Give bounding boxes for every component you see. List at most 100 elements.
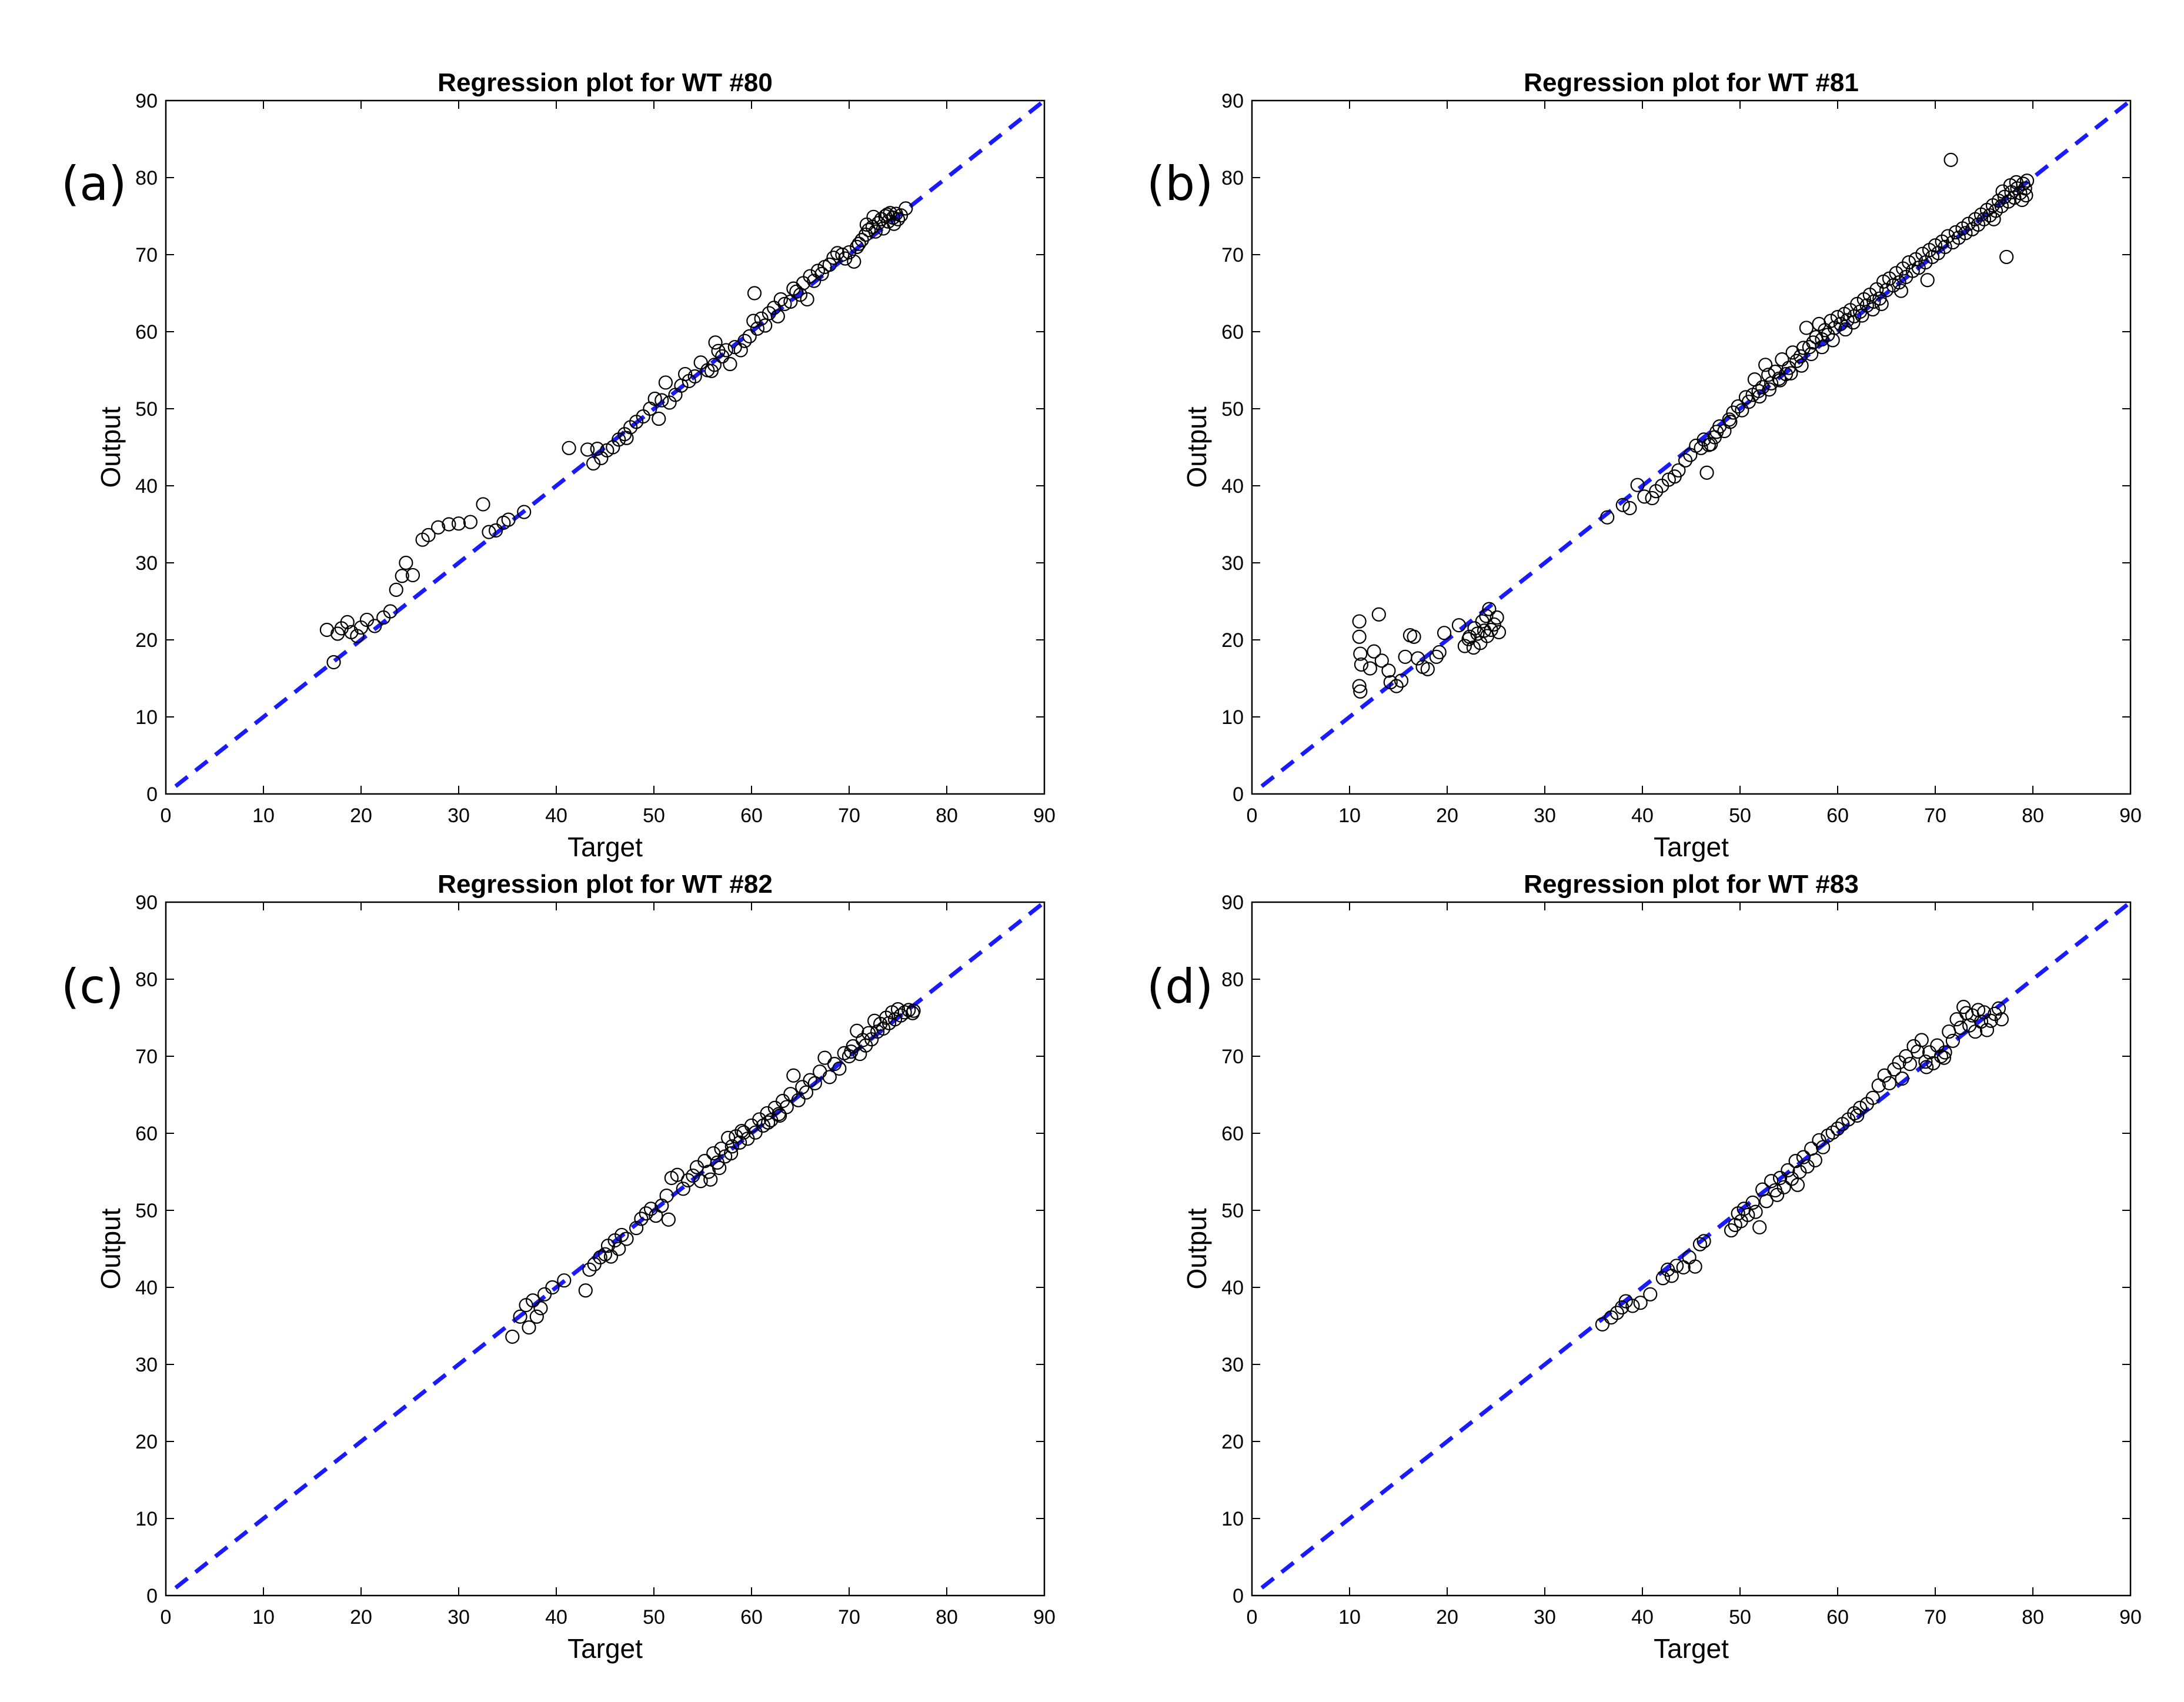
panel-c-ytick-label: 90 — [135, 892, 158, 914]
panel-b-data-point — [1762, 382, 1776, 397]
panel-d-data-point — [1983, 1013, 1998, 1028]
panel-d-ytick-label: 30 — [1221, 1354, 1244, 1376]
panel-c-xlabel: Target — [567, 1633, 643, 1664]
panel-c-data-point — [513, 1309, 527, 1324]
panel-a-data-point — [754, 311, 769, 326]
panel-c-ytick-label: 0 — [146, 1585, 158, 1607]
panel-b-data-point — [1352, 679, 1367, 693]
panel-d-ytick-label: 10 — [1221, 1508, 1244, 1530]
panel-c-xtick-label: 70 — [838, 1606, 860, 1628]
panel-b-xtick-label: 90 — [2119, 805, 2142, 827]
panel-a-data-point — [859, 217, 874, 232]
panel-a-data-point — [822, 257, 837, 272]
panel-a-title: Regression plot for WT #80 — [438, 68, 773, 97]
panel-a-data-point — [517, 505, 532, 519]
panel-c-data-point — [639, 1206, 653, 1221]
panel-d-data-point — [1745, 1195, 1760, 1210]
panel-b-data-point — [1699, 465, 1714, 480]
panel-a-xtick-label: 10 — [252, 805, 275, 827]
panel-b-data-point — [1482, 602, 1497, 616]
panel-c-data-point — [893, 1008, 909, 1023]
panel-b-data-point — [1799, 321, 1814, 335]
panel-a-xtick-label: 60 — [740, 805, 763, 827]
panel-a-xtick-label: 0 — [161, 805, 172, 827]
panel-c-data-point — [779, 1100, 794, 1114]
panel-d-data-point — [1882, 1076, 1897, 1090]
panel-c-data-point — [557, 1273, 572, 1288]
panel-b-xlabel: Target — [1654, 832, 1729, 862]
panel-b-data-point — [1354, 657, 1369, 672]
panel-c-data-point — [526, 1293, 540, 1308]
panel-b-data-point — [2019, 173, 2035, 188]
panel-c-data-point — [634, 1212, 649, 1226]
panel-d-data-point — [1979, 1023, 1995, 1037]
panel-a-ytick-label: 70 — [135, 244, 158, 266]
panel-b-data-point — [1622, 500, 1637, 516]
panel-a-ytick-label: 40 — [135, 475, 158, 498]
panel-a-xlabel: Target — [567, 832, 643, 862]
panel-c-xtick-label: 10 — [252, 1606, 275, 1628]
panel-a-data-point — [488, 523, 503, 538]
panel-b-ylabel: Output — [1181, 406, 1212, 488]
panel-c-data-point — [832, 1061, 847, 1076]
panel-a-data-point — [868, 224, 883, 239]
panel-a-ytick-label: 0 — [146, 783, 158, 806]
panel-a-data-point — [654, 393, 669, 408]
panel-c-data-point — [629, 1221, 644, 1236]
panel-a-ytick-label: 80 — [135, 167, 158, 189]
panel-a-data-point — [431, 520, 446, 535]
panel-d-xtick-label: 40 — [1631, 1606, 1654, 1628]
panel-d-data-point — [1933, 1049, 1949, 1064]
panel-c-data-point — [505, 1329, 520, 1344]
panel-c-data-point — [659, 1189, 674, 1203]
panel-a-data-point — [399, 555, 413, 570]
panel-b-data-point — [1768, 365, 1782, 379]
panel-b-xtick-label: 80 — [2022, 805, 2044, 827]
panel-b-xtick-label: 70 — [1924, 805, 1946, 827]
panel-a-data-point — [723, 356, 737, 372]
panel-d-data-point — [1625, 1299, 1640, 1313]
panel-c-data-point — [693, 1174, 708, 1189]
panel-c-data-point — [529, 1309, 544, 1324]
panel-a-data-point — [658, 375, 673, 390]
panel-d-data-point — [1748, 1204, 1763, 1219]
panel-b-data-point — [1943, 152, 1958, 167]
panel-a-data-point — [826, 251, 841, 265]
panel-b-data-point — [1784, 366, 1798, 381]
panel-d-data-point — [1769, 1187, 1785, 1202]
panel-b-xtick-label: 50 — [1729, 805, 1751, 827]
panel-c-xtick-label: 20 — [350, 1606, 372, 1628]
panel-d-data-point — [1692, 1237, 1708, 1252]
panel-c-ytick-label: 30 — [135, 1354, 158, 1376]
panel-a-data-point — [847, 254, 861, 269]
panel-c-data-point — [724, 1146, 739, 1161]
panel-b-data-point — [1986, 212, 2001, 226]
panel-d-data-point — [1914, 1033, 1929, 1047]
panel-c-data-point — [732, 1135, 747, 1150]
panel-d-xtick-label: 10 — [1338, 1606, 1361, 1628]
panel-a-data-point — [395, 569, 409, 583]
panel-b-xtick-label: 30 — [1534, 805, 1556, 827]
panel-b-data-point — [1894, 283, 1908, 298]
panel-a-data-point — [405, 568, 420, 583]
panels-layer: (a) Regression plot for WT #80 0 10 20 30 40 50… — [61, 68, 2142, 1664]
panel-b-data-point — [1958, 226, 1973, 241]
panel-b-data-point — [1490, 610, 1504, 625]
panel-b-data-point — [1451, 618, 1467, 633]
panel-c-data-point — [761, 1115, 776, 1130]
panel-b-data-point — [1995, 184, 2010, 199]
panel-b-ytick-label: 80 — [1221, 167, 1244, 189]
panel-c-data-point — [712, 1160, 727, 1176]
panel-a-xtick-label: 70 — [838, 805, 860, 827]
panel-c-data-point — [703, 1172, 718, 1187]
panel-b-xtick-label: 20 — [1436, 805, 1458, 827]
panel-d-data-point — [1936, 1050, 1952, 1065]
panel-c-data-point — [533, 1301, 548, 1316]
panel-d-data-point — [1781, 1163, 1795, 1177]
panel-b-data-point — [1352, 629, 1367, 644]
panel-c-data-point — [827, 1056, 842, 1072]
panel-b-data-point — [1855, 308, 1869, 323]
panel-d-xtick-label: 20 — [1436, 1606, 1458, 1628]
panel-c-xtick-label: 60 — [740, 1606, 763, 1628]
panel-d-data-point — [1609, 1306, 1624, 1320]
